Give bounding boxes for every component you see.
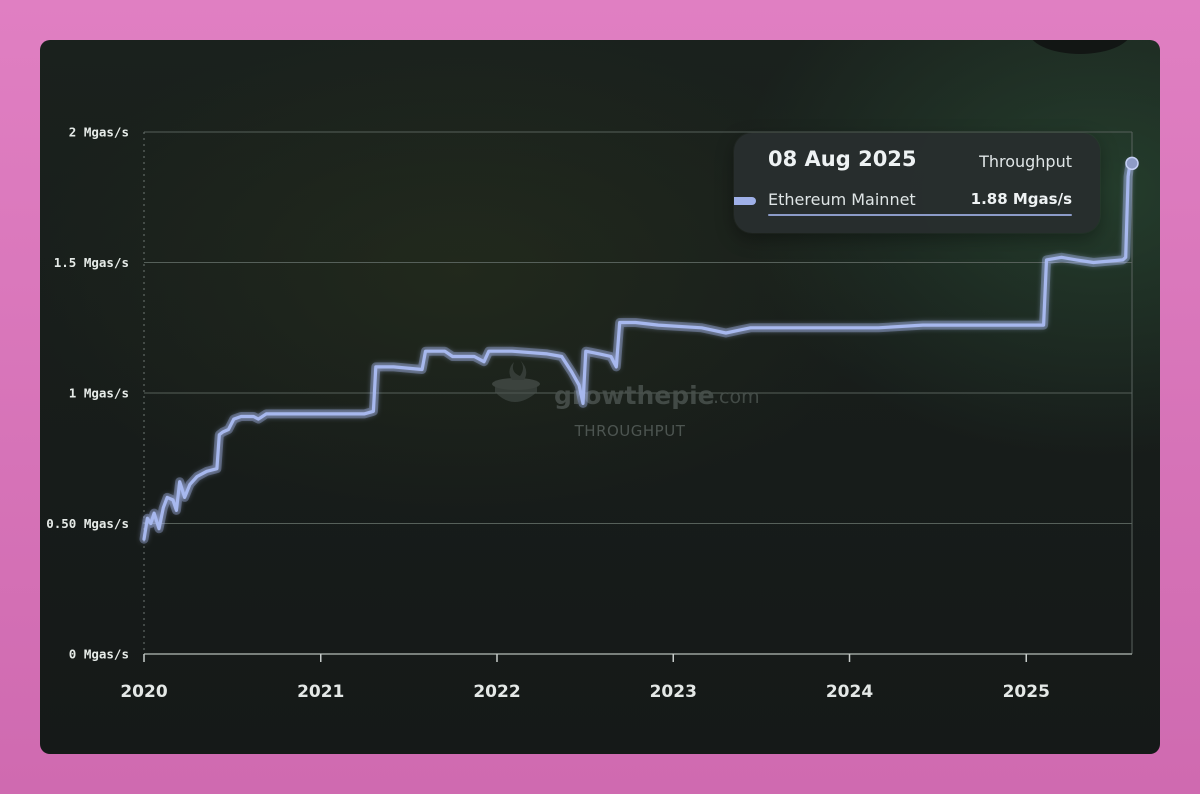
- tooltip-underline: [768, 214, 1072, 216]
- tooltip-metric: Throughput: [979, 152, 1072, 171]
- hover-point[interactable]: [1125, 156, 1139, 171]
- x-tick-label: 2025: [1003, 682, 1050, 702]
- watermark-subtitle: THROUGHPUT: [574, 422, 686, 440]
- x-tick-label: 2021: [297, 682, 344, 702]
- watermark: growthepie .com THROUGHPUT: [492, 360, 760, 440]
- y-tick-label: 0.50 Mgas/s: [46, 516, 129, 531]
- x-tick-label: 2022: [473, 682, 520, 702]
- chart-card: 0 Mgas/s 0.50 Mgas/s 1 Mgas/s 1.5 Mgas/s 2 M…: [40, 40, 1160, 754]
- top-control-button[interactable]: [1028, 40, 1132, 54]
- pie-logo-icon: [492, 360, 540, 402]
- tooltip-series-swatch: [734, 197, 756, 205]
- y-tick-label: 1 Mgas/s: [69, 386, 129, 401]
- y-tick-label: 2 Mgas/s: [69, 125, 129, 140]
- x-tick-label: 2020: [120, 682, 167, 702]
- x-tick-label: 2024: [826, 682, 873, 702]
- axes: 0 Mgas/s 0.50 Mgas/s 1 Mgas/s 1.5 Mgas/s 2 M…: [46, 125, 1133, 702]
- watermark-suffix: .com: [713, 386, 760, 408]
- series-layer: [139, 156, 1139, 544]
- gridlines: [144, 131, 1132, 524]
- throughput-chart: 0 Mgas/s 0.50 Mgas/s 1 Mgas/s 1.5 Mgas/s 2 M…: [46, 125, 1139, 702]
- tooltip-series-name: Ethereum Mainnet: [768, 190, 916, 209]
- y-tick-label: 1.5 Mgas/s: [54, 255, 129, 270]
- x-tick-label: 2023: [650, 682, 697, 702]
- tooltip-date: 08 Aug 2025: [768, 147, 917, 171]
- series-line: [142, 161, 1134, 541]
- tooltip-value: 1.88 Mgas/s: [970, 190, 1072, 208]
- y-tick-label: 0 Mgas/s: [69, 647, 129, 662]
- tooltip: 08 Aug 2025 Throughput Ethereum Mainnet …: [734, 133, 1100, 233]
